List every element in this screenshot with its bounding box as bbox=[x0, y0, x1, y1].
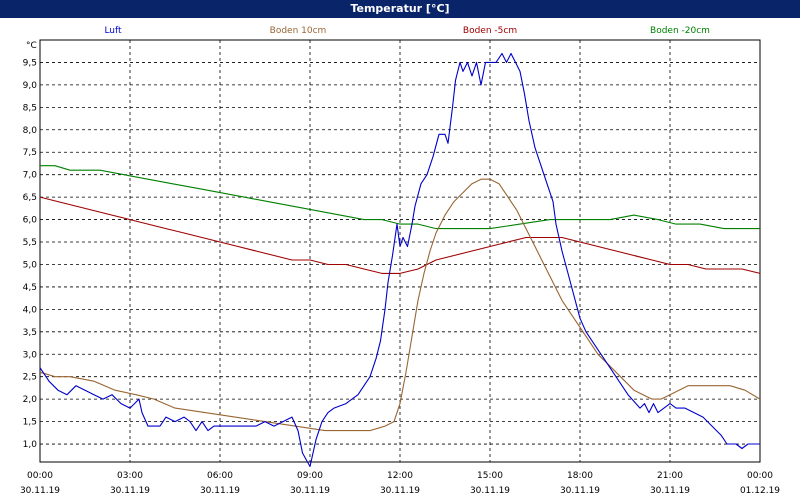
x-tick-date: 30.11.19 bbox=[290, 486, 330, 496]
x-tick-date: 30.11.19 bbox=[470, 486, 510, 496]
x-tick-date: 30.11.19 bbox=[200, 486, 240, 496]
y-tick-label: 6,5 bbox=[23, 193, 37, 203]
y-axis-labels: 1,0 1,5 2,0 2,5 3,0 3,5 4,0 4,5 5,0 5,5 6,0 6,5 7,0 7… bbox=[23, 58, 38, 450]
x-tick-time: 06:00 bbox=[207, 471, 233, 481]
series-line bbox=[39, 52, 760, 468]
x-tick-time: 03:00 bbox=[117, 471, 143, 481]
y-tick-label: 1,5 bbox=[23, 418, 37, 428]
y-tick-label: 8,5 bbox=[23, 103, 37, 113]
temperature-chart: 1,0 1,5 2,0 2,5 3,0 3,5 4,0 4,5 5,0 5,5 6,0 6,5 7,0 7… bbox=[20, 26, 780, 496]
x-tick-time: 09:00 bbox=[297, 471, 323, 481]
y-tick-label: 5,5 bbox=[23, 238, 37, 248]
x-tick-time: 00:00 bbox=[27, 471, 53, 481]
x-tick-time: 21:00 bbox=[657, 471, 683, 481]
y-tick-label: 1,0 bbox=[23, 440, 38, 450]
legend-entry: Boden 10cm bbox=[270, 26, 327, 36]
y-tick-label: 7,0 bbox=[23, 171, 38, 181]
x-axis-labels: 00:00 30.11.19 03:00 30.11.19 06:00 30.11.19 0… bbox=[20, 471, 780, 496]
legend-entry: Boden -20cm bbox=[650, 26, 710, 36]
y-tick-label: 2,0 bbox=[23, 395, 38, 405]
y-tick-label: 6,0 bbox=[23, 216, 38, 226]
y-tick-label: 4,0 bbox=[23, 305, 38, 315]
y-tick-label: 9,0 bbox=[23, 81, 38, 91]
series-line bbox=[39, 178, 761, 432]
x-tick-time: 12:00 bbox=[387, 471, 413, 481]
x-tick-date: 30.11.19 bbox=[20, 486, 60, 496]
legend-entry: Boden -5cm bbox=[463, 26, 517, 36]
x-tick-time: 15:00 bbox=[477, 471, 503, 481]
y-tick-label: 3,0 bbox=[23, 350, 38, 360]
x-tick-time: 18:00 bbox=[567, 471, 593, 481]
series-lines bbox=[39, 52, 761, 468]
y-tick-label: 5,0 bbox=[23, 260, 38, 270]
y-tick-label: 3,5 bbox=[23, 328, 37, 338]
x-tick-date: 30.11.19 bbox=[560, 486, 600, 496]
legend-entry: Luft bbox=[104, 26, 122, 36]
x-tick-time: 00:00 bbox=[747, 471, 773, 481]
series-line bbox=[40, 165, 760, 230]
chart-title: Temperatur [°C] bbox=[0, 0, 800, 18]
legend: Luft Boden 10cm Boden -5cm Boden -20cm bbox=[104, 26, 710, 36]
x-tick-date: 30.11.19 bbox=[380, 486, 420, 496]
y-tick-label: 7,5 bbox=[23, 148, 37, 158]
y-tick-label: 2,5 bbox=[23, 373, 37, 383]
x-tick-date: 01.12.19 bbox=[740, 486, 780, 496]
x-tick-date: 30.11.19 bbox=[110, 486, 150, 496]
y-tick-label: 4,5 bbox=[23, 283, 37, 293]
series-line bbox=[39, 196, 761, 274]
x-tick-date: 30.11.19 bbox=[650, 486, 690, 496]
y-tick-label: 8,0 bbox=[23, 126, 38, 136]
grid-lines bbox=[40, 40, 760, 462]
y-tick-label: 9,5 bbox=[23, 58, 37, 68]
y-axis-unit: °C bbox=[26, 41, 37, 51]
